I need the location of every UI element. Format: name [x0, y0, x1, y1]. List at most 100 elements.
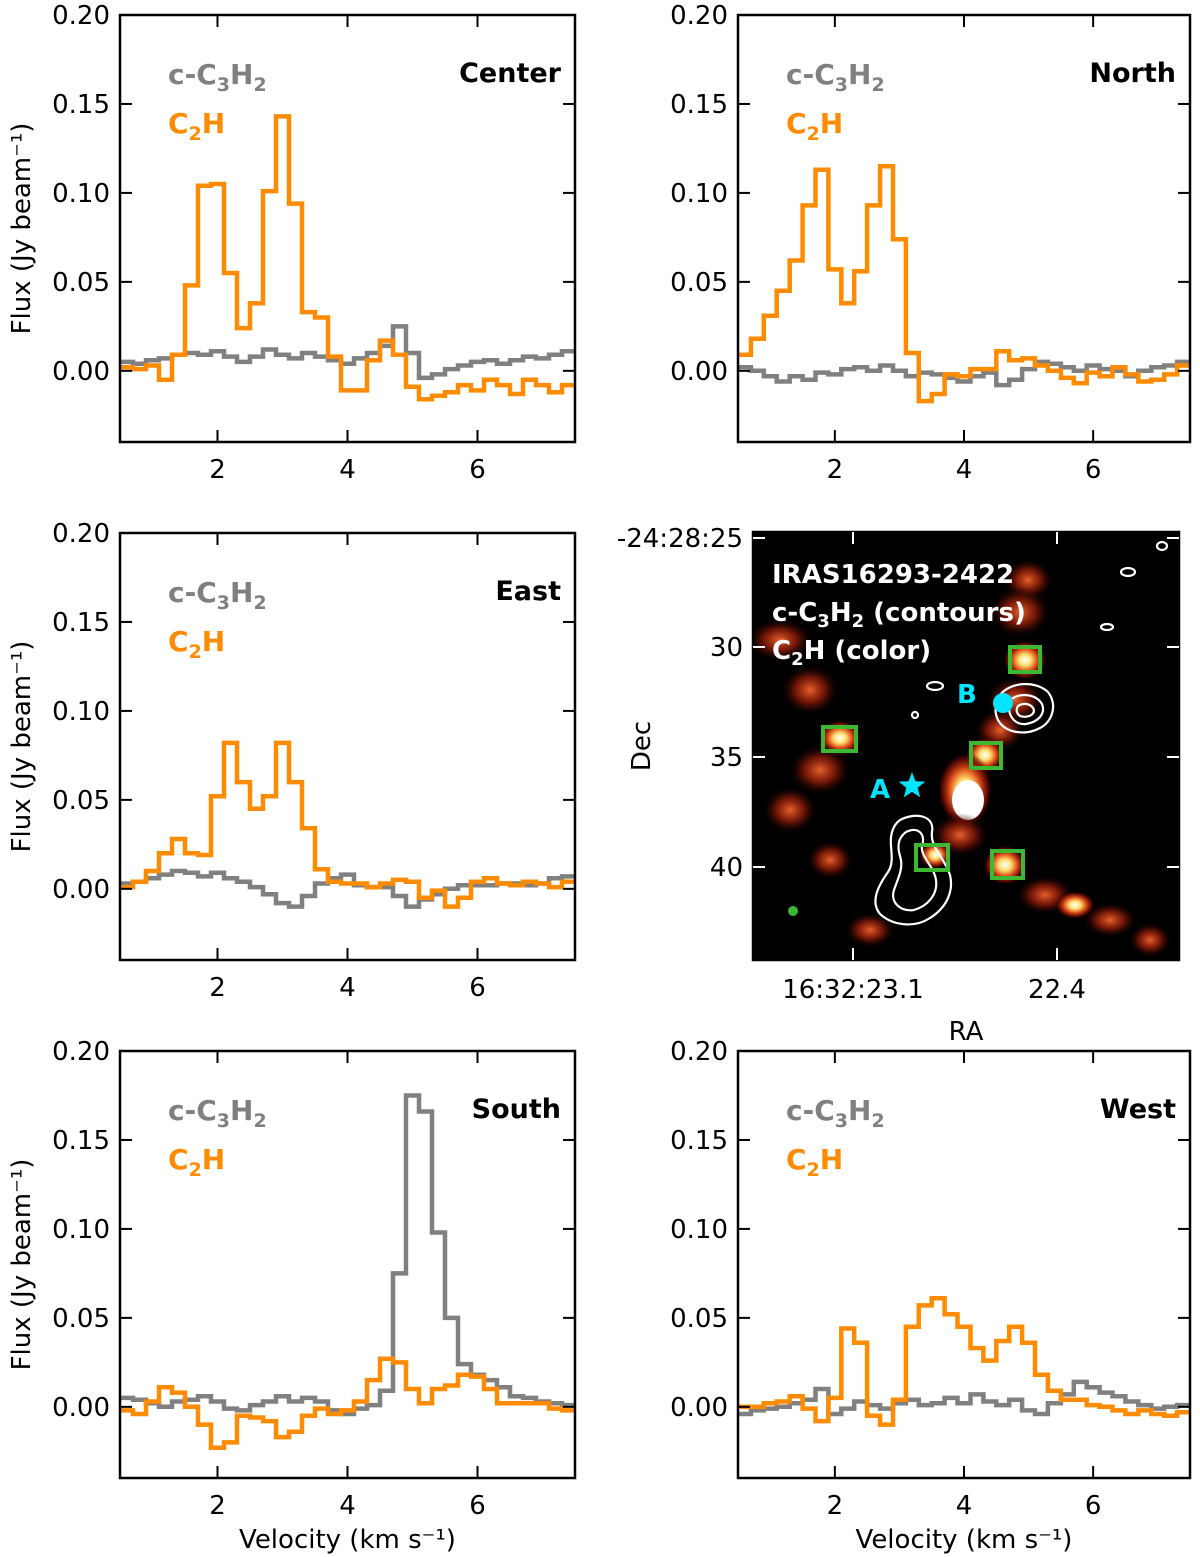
ytick-label: 0.10 [52, 697, 110, 727]
c3h2-spectrum-line [120, 1093, 575, 1417]
map-title-color: C2H (color) [772, 636, 931, 670]
xtick-label: 4 [339, 455, 356, 485]
spectrum-panel-south: 0.00 0.05 0.10 0.15 0.20 2 4 6 c-C3H2 C2H South Flu… [7, 1037, 577, 1555]
ytick-label: 0.05 [52, 1304, 110, 1334]
ytick-label: 0.15 [670, 1126, 728, 1156]
c2h-spectrum-line [738, 1296, 1190, 1427]
legend-c2h: C2H [786, 107, 843, 145]
map-xlabel: RA [949, 1017, 984, 1047]
xtick-label: 6 [469, 455, 486, 485]
xtick-label: 6 [1085, 1491, 1102, 1521]
c2h-spectrum-line [120, 1356, 575, 1451]
region-label: North [1089, 58, 1176, 89]
c3h2-spectrum-line [120, 868, 575, 909]
region-boxes [821, 645, 1042, 880]
legend-c2h: C2H [786, 1143, 843, 1181]
ytick-label: 0.00 [670, 1393, 728, 1423]
ytick-label: 0.20 [52, 1, 110, 31]
xtick-label: 2 [827, 455, 844, 485]
xtick-label: 6 [1085, 455, 1102, 485]
legend-c3h2: c-C3H2 [168, 58, 267, 96]
ytick-label: 0.15 [670, 90, 728, 120]
source-b-label: B [957, 680, 977, 710]
xtick-label: 6 [469, 973, 486, 1003]
ytick-label: 0.10 [670, 179, 728, 209]
ytick-label: 0.10 [670, 1215, 728, 1245]
region-label: East [495, 576, 561, 607]
ylabel: Flux (Jy beam⁻¹) [7, 641, 37, 853]
legend-c2h: C2H [168, 107, 225, 145]
xtick-label: 2 [209, 455, 226, 485]
south-region-box [914, 843, 950, 872]
west-region-box [990, 849, 1025, 880]
ytick-label: 0.10 [52, 1215, 110, 1245]
source-b-marker-icon [993, 693, 1013, 713]
spectrum-panel-north: 0.00 0.05 0.10 0.15 0.20 2 4 6 c-C3H2 C2H North [670, 1, 1192, 485]
legend-c3h2: c-C3H2 [168, 1094, 267, 1132]
ytick-label: 0.20 [670, 1037, 728, 1067]
c2h-spectrum-line [120, 740, 575, 909]
ytick-label: 0.15 [52, 90, 110, 120]
ytick-label: 0.05 [52, 268, 110, 298]
xtick-label: 4 [956, 455, 973, 485]
c2h-spectrum-line [120, 114, 575, 402]
c3h2-spectrum-line [120, 324, 575, 381]
ytick-label: 0.20 [670, 1, 728, 31]
ytick-label: 0.00 [52, 357, 110, 387]
ytick-label: 0.15 [52, 1126, 110, 1156]
ytick-label: 0.05 [52, 786, 110, 816]
ylabel: Flux (Jy beam⁻¹) [7, 123, 37, 335]
spectrum-panel-west: 0.00 0.05 0.10 0.15 0.20 2 4 6 c-C3H2 C2H West Velo… [670, 1037, 1192, 1555]
legend-c2h: C2H [168, 625, 225, 663]
region-label: South [472, 1094, 561, 1125]
legend-c2h: C2H [168, 1143, 225, 1181]
ytick-label: 0.10 [52, 179, 110, 209]
ylabel: Flux (Jy beam⁻¹) [7, 1159, 37, 1371]
region-label: Center [459, 58, 562, 89]
map-panel: A B IRAS16293-2422 c-C3H2 (contours) C2H… [617, 524, 1181, 1047]
center-region-box [969, 741, 1003, 770]
map-title-source: IRAS16293-2422 [772, 560, 1014, 590]
xtick-label: 4 [339, 1491, 356, 1521]
xtick-label: 4 [956, 1491, 973, 1521]
xtick-label: 6 [469, 1491, 486, 1521]
c3h2-spectrum-line [738, 1379, 1190, 1417]
legend-c3h2: c-C3H2 [786, 1094, 885, 1132]
legend-c3h2: c-C3H2 [786, 58, 885, 96]
ytick-label: 0.05 [670, 1304, 728, 1334]
ytick-label: 0.20 [52, 1037, 110, 1067]
map-ytick-label: -24:28:25 [617, 524, 743, 554]
ytick-label: 0.00 [52, 1393, 110, 1423]
xtick-label: 4 [339, 973, 356, 1003]
ytick-label: 0.15 [52, 608, 110, 638]
beam-icon [788, 906, 798, 916]
ytick-label: 0.20 [52, 519, 110, 549]
spectra-panels: 0.00 0.05 0.10 0.15 0.20 2 4 6 c-C3H2 C2H Center Fl… [7, 1, 1192, 1555]
source-a-label: A [870, 775, 890, 805]
xtick-label: 2 [827, 1491, 844, 1521]
map-ylabel: Dec [627, 721, 657, 771]
ytick-label: 0.00 [52, 875, 110, 905]
region-label: West [1100, 1094, 1176, 1125]
xtick-label: 2 [209, 973, 226, 1003]
ytick-label: 0.05 [670, 268, 728, 298]
map-ytick-label: 40 [710, 853, 743, 883]
map-frame [751, 530, 1181, 962]
xlabel: Velocity (km s⁻¹) [239, 1525, 456, 1555]
spectrum-panel-center: 0.00 0.05 0.10 0.15 0.20 2 4 6 c-C3H2 C2H Center Fl… [7, 1, 577, 485]
legend-c3h2: c-C3H2 [168, 576, 267, 614]
north-region-box [1008, 645, 1042, 674]
map-xtick-label: 22.4 [1028, 975, 1086, 1005]
map-ticks [753, 532, 1179, 960]
map-ytick-label: 35 [710, 743, 743, 773]
c2h-spectrum-line [738, 163, 1190, 404]
map-ytick-label: 30 [710, 633, 743, 663]
east-region-box [821, 725, 858, 753]
xtick-label: 2 [209, 1491, 226, 1521]
source-a-star-icon [898, 772, 926, 798]
map-title-contours: c-C3H2 (contours) [772, 598, 1026, 632]
xlabel: Velocity (km s⁻¹) [856, 1525, 1073, 1555]
map-xtick-label: 16:32:23.1 [782, 975, 924, 1005]
ytick-label: 0.00 [670, 357, 728, 387]
